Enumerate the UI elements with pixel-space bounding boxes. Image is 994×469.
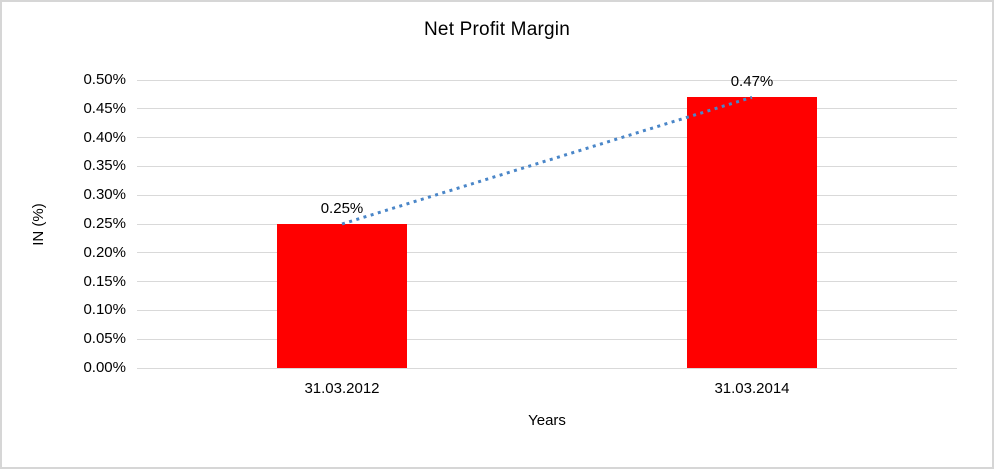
y-tick-label: 0.05% <box>83 330 126 348</box>
x-axis-ticks: 31.03.2012 31.03.2014 <box>137 380 957 400</box>
y-axis-ticks: 0.00% 0.05% 0.10% 0.15% 0.20% 0.25% 0.30% 0.35%… <box>2 71 126 376</box>
bar <box>277 224 407 368</box>
y-tick-label: 0.35% <box>83 157 126 175</box>
bar-data-label: 0.47% <box>730 73 774 91</box>
y-tick-label: 0.20% <box>83 243 126 261</box>
gridline <box>137 165 957 167</box>
x-tick-label: 31.03.2014 <box>714 380 790 397</box>
y-tick-label: 0.50% <box>83 71 126 88</box>
gridline <box>137 223 957 225</box>
bar <box>687 97 817 368</box>
gridline <box>137 108 957 110</box>
gridline <box>137 367 957 369</box>
y-tick-label: 0.30% <box>83 186 126 204</box>
y-tick-label: 0.25% <box>83 215 126 232</box>
y-tick-label: 0.10% <box>83 301 126 319</box>
gridline <box>137 252 957 254</box>
gridline <box>137 79 957 81</box>
gridline <box>137 281 957 283</box>
bar-data-label: 0.25% <box>320 200 364 217</box>
y-tick-label: 0.45% <box>83 99 126 117</box>
gridline <box>137 194 957 196</box>
chart-title: Net Profit Margin <box>424 19 570 40</box>
gridline <box>137 137 957 139</box>
x-tick-label: 31.03.2012 <box>304 380 380 397</box>
gridline <box>137 338 957 340</box>
gridline <box>137 309 957 311</box>
x-axis-title: Years <box>528 412 566 429</box>
plot-area: 0.25% 0.47% <box>137 73 957 369</box>
y-tick-label: 0.15% <box>83 272 126 290</box>
y-tick-label: 0.00% <box>83 359 126 376</box>
y-tick-label: 0.40% <box>83 128 126 146</box>
trendline <box>341 95 753 226</box>
